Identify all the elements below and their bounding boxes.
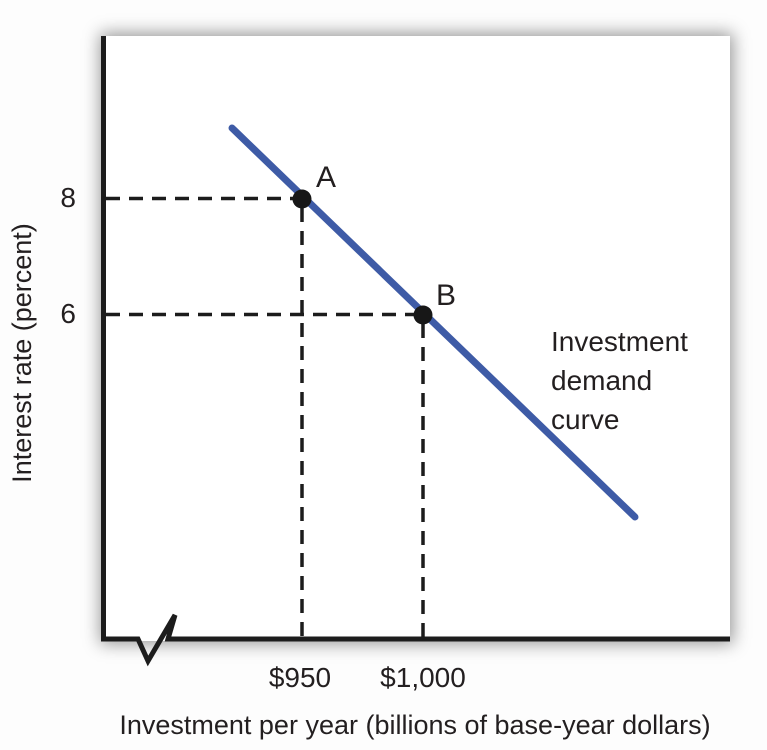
y-axis-title: Interest rate (percent): [7, 223, 37, 483]
plot-area: [103, 36, 730, 641]
y-tick-label-8: 8: [60, 182, 76, 213]
point-a-dot: [292, 189, 312, 209]
x-tick-label-1000: $1,000: [380, 662, 466, 693]
point-a-label: A: [315, 161, 336, 194]
x-tick-label-950: $950: [268, 662, 332, 693]
point-b-dot: [413, 305, 433, 325]
y-tick-label-6: 6: [60, 298, 76, 329]
point-b-label: B: [435, 279, 456, 312]
x-axis-line-with-break: [101, 613, 730, 667]
curve-annotation: Investment demand curve: [551, 326, 688, 435]
x-axis-title: Investment per year (billions of base-ye…: [119, 710, 711, 740]
